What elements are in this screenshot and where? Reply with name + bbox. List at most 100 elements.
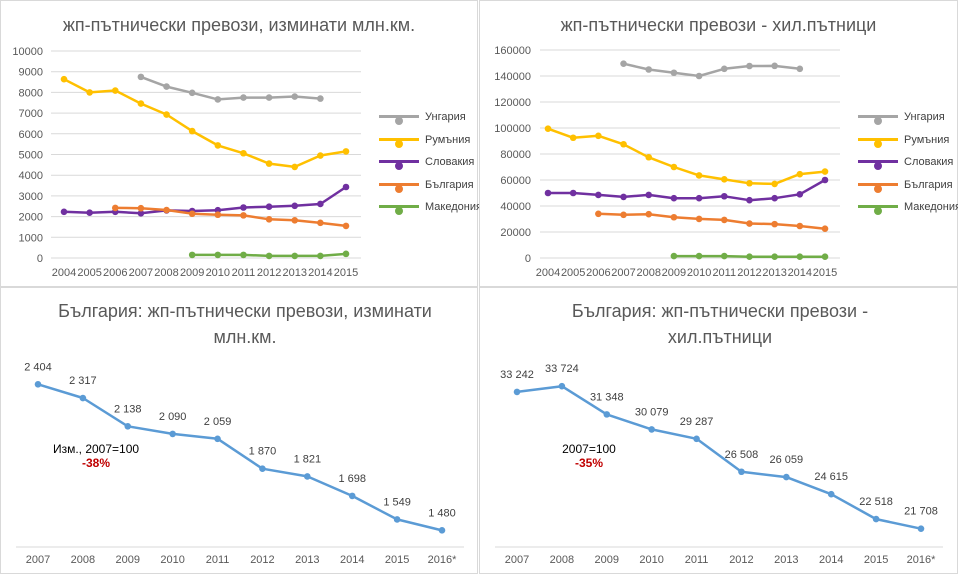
legend-marker: [874, 184, 882, 193]
data-point: [645, 153, 653, 161]
data-point: [620, 211, 627, 219]
data-point: [137, 73, 145, 81]
legend-marker: [395, 207, 403, 215]
series-line: [623, 62, 800, 78]
data-point: [746, 62, 753, 70]
legend-swatch: [858, 182, 898, 193]
data-point: [124, 423, 132, 430]
x-tick-label: 2014: [788, 267, 812, 279]
data-point: [240, 94, 247, 101]
chart-panel-passengers-comparison: жп-пътнически превози - хил.пътници 1600…: [479, 0, 958, 287]
legend-label: България: [904, 178, 953, 191]
y-tick-label: 5000: [19, 150, 43, 162]
legend-label: Унгария: [904, 111, 945, 123]
legend-entry: България: [858, 178, 958, 201]
legend-marker: [395, 162, 403, 170]
data-point: [304, 473, 311, 480]
x-tick-label: 2008: [71, 554, 95, 566]
x-tick-label: 2011: [712, 267, 736, 279]
series-line: [547, 127, 826, 186]
chart-plot: 33 242 33 724 31 348 30 079 29 287 26 508 26 0…: [495, 363, 943, 566]
x-tick-label: 2015: [334, 267, 358, 279]
y-tick-label: 80000: [500, 149, 531, 161]
legend-swatch: [858, 115, 898, 125]
data-point: [214, 211, 222, 219]
data-point: [796, 65, 804, 73]
data-point: [695, 72, 703, 80]
data-point: [558, 382, 566, 390]
x-tick-label: 2006: [586, 267, 610, 279]
data-point: [291, 163, 299, 171]
x-tick-label: 2013: [295, 554, 319, 566]
series-line: [140, 75, 321, 101]
chart-title: жп-пътнически превози - хил.пътници: [560, 15, 877, 35]
data-point: [169, 430, 176, 438]
x-tick-label: 2011: [685, 554, 709, 566]
data-point: [695, 172, 703, 179]
x-tick-label: 2012: [729, 554, 753, 566]
x-tick-label: 2014: [308, 267, 332, 279]
data-point: [240, 149, 247, 157]
data-point: [720, 252, 728, 260]
data-point: [163, 206, 170, 214]
legend-label: Словакия: [904, 156, 954, 168]
data-point: [670, 163, 678, 171]
chart-panel-km-comparison: жп-пътнически превози, изминати млн.км. …: [0, 0, 482, 287]
data-point: [188, 210, 196, 218]
y-tick-label: 20000: [500, 227, 531, 239]
data-point: [513, 388, 521, 396]
y-tick-label: 60000: [500, 175, 531, 187]
data-label: 1 870: [249, 446, 277, 458]
data-label: 24 615: [814, 471, 848, 483]
legend-swatch: [379, 137, 419, 148]
x-tick-label: 2006: [103, 267, 127, 279]
legend-entry: Македония: [858, 200, 958, 223]
y-tick-label: 10000: [12, 46, 43, 58]
data-point: [695, 215, 703, 223]
data-point: [821, 225, 829, 233]
data-point: [693, 435, 700, 443]
data-point: [648, 426, 655, 433]
data-point: [317, 95, 324, 102]
x-tick-label: 2015: [864, 554, 888, 566]
data-point: [821, 168, 829, 175]
data-point: [265, 203, 273, 210]
legend-entry: България: [379, 178, 482, 201]
legend-entry: Македония: [379, 200, 482, 223]
data-point: [771, 220, 778, 228]
x-tick-label: 2013: [774, 554, 798, 566]
data-point: [917, 525, 925, 532]
data-point: [291, 202, 299, 210]
x-tick-label: 2012: [250, 554, 274, 566]
y-tick-label: 0: [37, 253, 43, 265]
data-point: [771, 194, 778, 202]
chart-plot: 2 404 2 317 2 138 2 090 2 059 1 870 1 821 1 698…: [16, 361, 464, 566]
x-tick-label: 2014: [340, 554, 364, 566]
data-point: [86, 89, 93, 96]
data-point: [342, 222, 350, 230]
data-label: 2 138: [114, 403, 142, 415]
data-label: 2 059: [204, 416, 232, 428]
data-point: [86, 209, 93, 216]
data-point: [827, 490, 835, 498]
legend-marker: [395, 117, 403, 125]
x-tick-label: 2016*: [907, 554, 936, 566]
data-label: 33 242: [500, 369, 534, 381]
data-point: [137, 204, 145, 212]
data-point: [670, 194, 678, 202]
data-point: [783, 473, 790, 481]
x-tick-label: 2013: [282, 267, 306, 279]
x-tick-label: 2004: [52, 267, 76, 279]
data-label: 22 518: [859, 496, 893, 508]
legend-entry: Словакия: [858, 155, 958, 178]
data-label: 29 287: [680, 416, 714, 428]
data-label: 26 508: [725, 449, 759, 461]
data-point: [214, 435, 221, 443]
x-tick-label: 2009: [180, 267, 204, 279]
x-tick-label: 2009: [662, 267, 686, 279]
data-point: [544, 125, 552, 132]
data-point: [163, 83, 170, 90]
data-point: [796, 170, 804, 178]
y-tick-label: 7000: [19, 108, 43, 120]
data-point: [720, 176, 728, 183]
